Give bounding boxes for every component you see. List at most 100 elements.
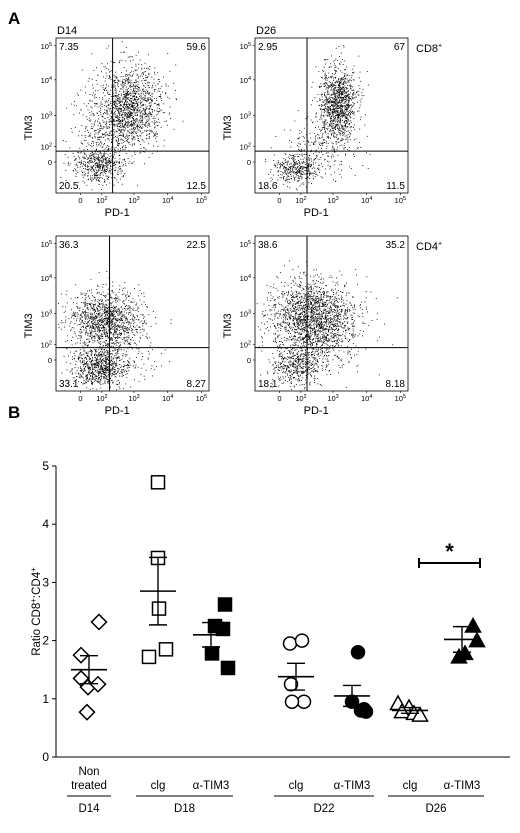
y-axis-label: TIM3: [23, 115, 35, 140]
x-tick-label: 104: [162, 196, 173, 205]
category-series: [278, 633, 314, 709]
y-axis-label: Ratio CD8+:CD4+: [29, 567, 43, 656]
x-tick-label: 102: [96, 394, 107, 403]
x-tick-label: 105: [395, 394, 406, 403]
panel-a-label: A: [8, 9, 20, 28]
quadrant-lower-right-value: 8.18: [386, 379, 406, 390]
data-point: [217, 597, 233, 612]
plot-frame: [254, 37, 409, 194]
category-series: [334, 644, 374, 719]
x-tick-label: 105: [196, 196, 207, 205]
y-tick-label: 105: [240, 42, 251, 51]
x-tick-label: 0: [277, 196, 281, 205]
significance-marker: *: [418, 539, 481, 568]
y-tick-label: 0: [48, 356, 52, 365]
data-point: [464, 617, 482, 633]
y-tick-label: 0: [247, 356, 251, 365]
y-tick-label: 102: [240, 341, 251, 350]
category-label: clg: [151, 780, 166, 792]
category-series: [389, 694, 429, 722]
panel-b-label: B: [8, 403, 20, 422]
flow-cytometry-plots: 7.35 59.6 20.5 12.5 D14 0 102 103 104 105 0 102 103 1…: [23, 25, 442, 417]
category-series: [444, 617, 486, 664]
quadrant-upper-left-value: 2.95: [258, 42, 278, 53]
x-tick-label: 104: [361, 394, 372, 403]
quadrant-upper-left-value: 7.35: [59, 42, 79, 53]
y-tick-label: 103: [41, 112, 52, 121]
y-tick-label: 103: [240, 112, 251, 121]
x-tick-label: 104: [162, 394, 173, 403]
x-axis-label: PD-1: [105, 207, 130, 219]
data-point: [90, 613, 108, 631]
quadrant-lower-right-value: 12.5: [187, 181, 207, 192]
category-label: Non: [78, 766, 99, 778]
y-tick-label: 0: [247, 158, 251, 167]
y-tick-label: 103: [41, 310, 52, 319]
quadrant-upper-right-value: 59.6: [187, 42, 207, 53]
data-point: [284, 694, 300, 709]
y-tick-label: 102: [240, 143, 251, 152]
plot-frame: [55, 235, 210, 392]
y-tick-label: 105: [41, 42, 52, 51]
data-point: [204, 646, 220, 661]
y-tick-label: 102: [41, 143, 52, 152]
data-point: [78, 703, 96, 721]
group-label: D18: [174, 803, 195, 815]
x-tick-label: 104: [361, 196, 372, 205]
x-axis-label: PD-1: [304, 207, 329, 219]
x-tick-label: 103: [327, 196, 338, 205]
ratio-scatter-chart: 0 1 2 3 4 5 Ratio CD8+:CD4+ Non treated D14 clg α-T…: [29, 459, 510, 815]
event-dots: [265, 45, 371, 191]
group-label: D14: [78, 803, 100, 815]
plot-frame: [55, 37, 210, 194]
category-label: treated: [71, 780, 107, 792]
y-tick-label: 104: [240, 76, 251, 85]
category-label: clg: [289, 780, 304, 792]
quadrant-lower-right-value: 11.5: [386, 181, 405, 192]
plot-frame: [254, 235, 409, 392]
data-point: [282, 636, 298, 651]
data-point: [151, 601, 167, 616]
flow-plot: 2.95 67 18.6 11.5 D26 CD8+ 0 102 103 104 105 0 102 10…: [222, 25, 442, 219]
x-tick-label: 0: [78, 394, 82, 403]
y-tick-label: 104: [240, 274, 251, 283]
category-series: [140, 475, 176, 665]
x-tick-label: 103: [327, 394, 338, 403]
group-label: D22: [313, 803, 334, 815]
category-label: α-TIM3: [444, 780, 481, 792]
data-point: [296, 694, 312, 709]
y-tick-label: 0: [42, 750, 49, 764]
y-tick-label: 2: [42, 634, 49, 648]
x-tick-label: 103: [128, 394, 139, 403]
quadrant-upper-right-value: 67: [394, 42, 406, 53]
data-point: [294, 633, 310, 648]
y-tick-label: 0: [48, 158, 52, 167]
y-tick-label: 105: [41, 240, 52, 249]
data-point: [411, 706, 429, 722]
row-label: CD8+: [416, 43, 442, 55]
y-tick-label: 1: [42, 692, 49, 706]
y-tick-label: 102: [41, 341, 52, 350]
x-axis-label: PD-1: [304, 405, 329, 417]
quadrant-lower-right-value: 8.27: [187, 379, 207, 390]
x-tick-label: 0: [277, 394, 281, 403]
category-label: α-TIM3: [193, 780, 230, 792]
quadrant-upper-right-value: 35.2: [386, 240, 406, 251]
event-dots: [256, 260, 398, 390]
flow-plot: 36.3 22.5 33.1 8.27 0 102 103 104 105 0 102 103 104 1…: [23, 235, 210, 417]
flow-plot: 38.6 35.2 18.1 8.18 CD4+ 0 102 103 104 105 0 102 103…: [222, 235, 442, 417]
quadrant-lower-left-value: 18.1: [258, 379, 278, 390]
x-tick-label: 105: [395, 196, 406, 205]
data-point: [158, 642, 174, 657]
data-point: [350, 644, 366, 660]
quadrant-lower-left-value: 20.5: [59, 181, 79, 192]
x-tick-label: 103: [128, 196, 139, 205]
flow-plot: 7.35 59.6 20.5 12.5 D14 0 102 103 104 105 0 102 103 1…: [23, 25, 210, 219]
quadrant-upper-left-value: 36.3: [59, 240, 79, 251]
y-axis-label: TIM3: [222, 313, 234, 338]
event-dots: [58, 271, 172, 391]
plot-title: D26: [256, 25, 276, 37]
event-dots: [60, 41, 184, 191]
category-label: α-TIM3: [334, 780, 371, 792]
